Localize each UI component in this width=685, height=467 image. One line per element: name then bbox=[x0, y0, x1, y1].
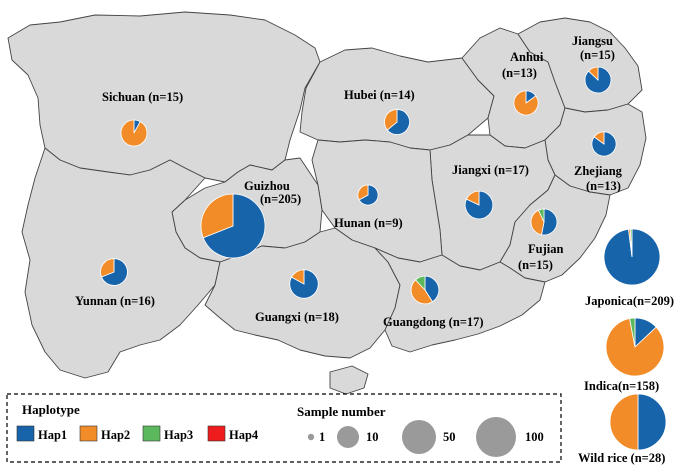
pie-zhejiang-slice-hap2 bbox=[593, 131, 605, 145]
label-layer: Sichuan (n=15) Hubei (n=14) Anhui (n=13)… bbox=[75, 34, 674, 465]
label-fujian-n: (n=15) bbox=[518, 258, 553, 272]
pie-indica-slice-hap2 bbox=[605, 318, 665, 377]
label-japonica: Japonica(n=209) bbox=[585, 294, 674, 308]
pie-yunnan-slice-hap2 bbox=[100, 258, 115, 278]
legend-frame bbox=[6, 393, 562, 463]
legend-label-hap1: Hap1 bbox=[38, 428, 67, 442]
label-anhui-n: (n=13) bbox=[502, 66, 537, 80]
pie-yunnan-slice-hap1 bbox=[100, 258, 128, 286]
legend-swatch-hap4 bbox=[207, 425, 226, 442]
pie-fujian-slice-hap2 bbox=[530, 209, 545, 236]
pie-guangdong-slice-hap2 bbox=[410, 279, 433, 305]
pie-hunan-slice-hap1 bbox=[358, 184, 379, 206]
label-guangxi: Guangxi (n=18) bbox=[255, 310, 339, 324]
pie-hubei-slice-hap1 bbox=[386, 109, 410, 135]
pie-jiangxi bbox=[464, 190, 494, 220]
pie-guangxi-slice-hap2 bbox=[290, 269, 305, 285]
label-hunan: Hunan (n=9) bbox=[334, 216, 403, 230]
pie-fujian-slice-hap1 bbox=[541, 208, 558, 236]
pie-guizhou-slice-hap2 bbox=[200, 193, 234, 239]
pie-wild-rice bbox=[609, 393, 667, 451]
pie-anhui bbox=[513, 90, 539, 116]
legend-haplotype-title: Haplotype bbox=[22, 402, 80, 417]
province-hainan bbox=[329, 365, 369, 395]
label-anhui: Anhui bbox=[510, 50, 544, 64]
pie-indica-slice-hap3 bbox=[629, 317, 636, 348]
pie-guangxi bbox=[289, 269, 319, 299]
legend-label-hap3: Hap3 bbox=[164, 428, 193, 442]
size-label-10: 10 bbox=[366, 430, 379, 444]
size-marker-10 bbox=[337, 426, 359, 448]
pie-guizhou bbox=[200, 193, 266, 259]
label-fujian: Fujian bbox=[528, 242, 563, 256]
pie-sichuan-slice-hap2 bbox=[120, 119, 148, 147]
pie-wild-rice-slice-hap1 bbox=[637, 393, 667, 451]
legend-size-title: Sample number bbox=[297, 404, 386, 419]
pie-guangdong-slice-hap3 bbox=[414, 275, 426, 292]
legend-swatch-hap1 bbox=[16, 425, 35, 442]
pie-fujian-slice-hap3 bbox=[537, 208, 545, 223]
pie-japonica-slice-hap3 bbox=[629, 228, 633, 258]
pie-jiangxi-slice-hap2 bbox=[465, 190, 480, 206]
label-hubei: Hubei (n=14) bbox=[344, 88, 415, 102]
label-guangdong: Guangdong (n=17) bbox=[383, 315, 484, 329]
legend-label-hap4: Hap4 bbox=[229, 428, 259, 442]
legend-label-hap2: Hap2 bbox=[101, 428, 130, 442]
legend-swatch-hap2 bbox=[79, 425, 98, 442]
pie-sichuan bbox=[120, 119, 148, 147]
size-label-50: 50 bbox=[443, 430, 456, 444]
label-indica: Indica(n=158) bbox=[584, 379, 659, 393]
pie-hubei bbox=[384, 109, 410, 135]
size-label-100: 100 bbox=[525, 430, 544, 444]
pie-hunan bbox=[357, 184, 379, 206]
label-jiangsu: Jiangsu bbox=[572, 34, 613, 48]
size-marker-1 bbox=[307, 433, 315, 441]
province-guangdong bbox=[374, 247, 546, 353]
pie-zhejiang bbox=[591, 131, 617, 157]
province-jiangsu bbox=[517, 17, 643, 113]
label-guizhou: Guizhou bbox=[244, 179, 290, 193]
size-label-1: 1 bbox=[319, 430, 325, 444]
size-marker-100 bbox=[476, 417, 516, 457]
label-sichuan: Sichuan (n=15) bbox=[102, 90, 183, 104]
label-jiangsu-n: (n=15) bbox=[580, 48, 615, 62]
pie-hubei-slice-hap2 bbox=[384, 109, 398, 131]
pie-jiangsu-slice-hap2 bbox=[587, 66, 599, 81]
pie-layer bbox=[100, 66, 667, 451]
legend: Haplotype Hap1 Hap2 Hap3 Hap4 Sample num… bbox=[6, 393, 562, 463]
pie-japonica bbox=[603, 228, 661, 286]
label-zhejiang: Zhejiang bbox=[574, 164, 623, 178]
pie-fujian bbox=[530, 208, 558, 236]
pie-yunnan bbox=[100, 258, 128, 286]
label-zhejiang-n: (n=13) bbox=[586, 179, 621, 193]
pie-jiangxi-slice-hap1 bbox=[464, 190, 494, 220]
pie-guangdong bbox=[410, 275, 440, 305]
legend-swatch-hap3 bbox=[142, 425, 161, 442]
pie-wild-rice-slice-hap2 bbox=[609, 393, 639, 451]
label-guizhou-n: (n=205) bbox=[260, 192, 301, 206]
label-yunnan: Yunnan (n=16) bbox=[75, 294, 155, 308]
pie-jiangsu bbox=[584, 66, 612, 94]
size-marker-50 bbox=[402, 420, 436, 454]
province-map bbox=[7, 11, 647, 395]
pie-indica bbox=[605, 317, 665, 377]
pie-guizhou-slice-hap1 bbox=[202, 193, 266, 259]
label-wild-rice: Wild rice (n=28) bbox=[578, 451, 665, 465]
pie-anhui-slice-hap2 bbox=[513, 90, 539, 116]
label-jiangxi: Jiangxi (n=17) bbox=[452, 163, 529, 177]
pie-hunan-slice-hap2 bbox=[357, 184, 369, 201]
